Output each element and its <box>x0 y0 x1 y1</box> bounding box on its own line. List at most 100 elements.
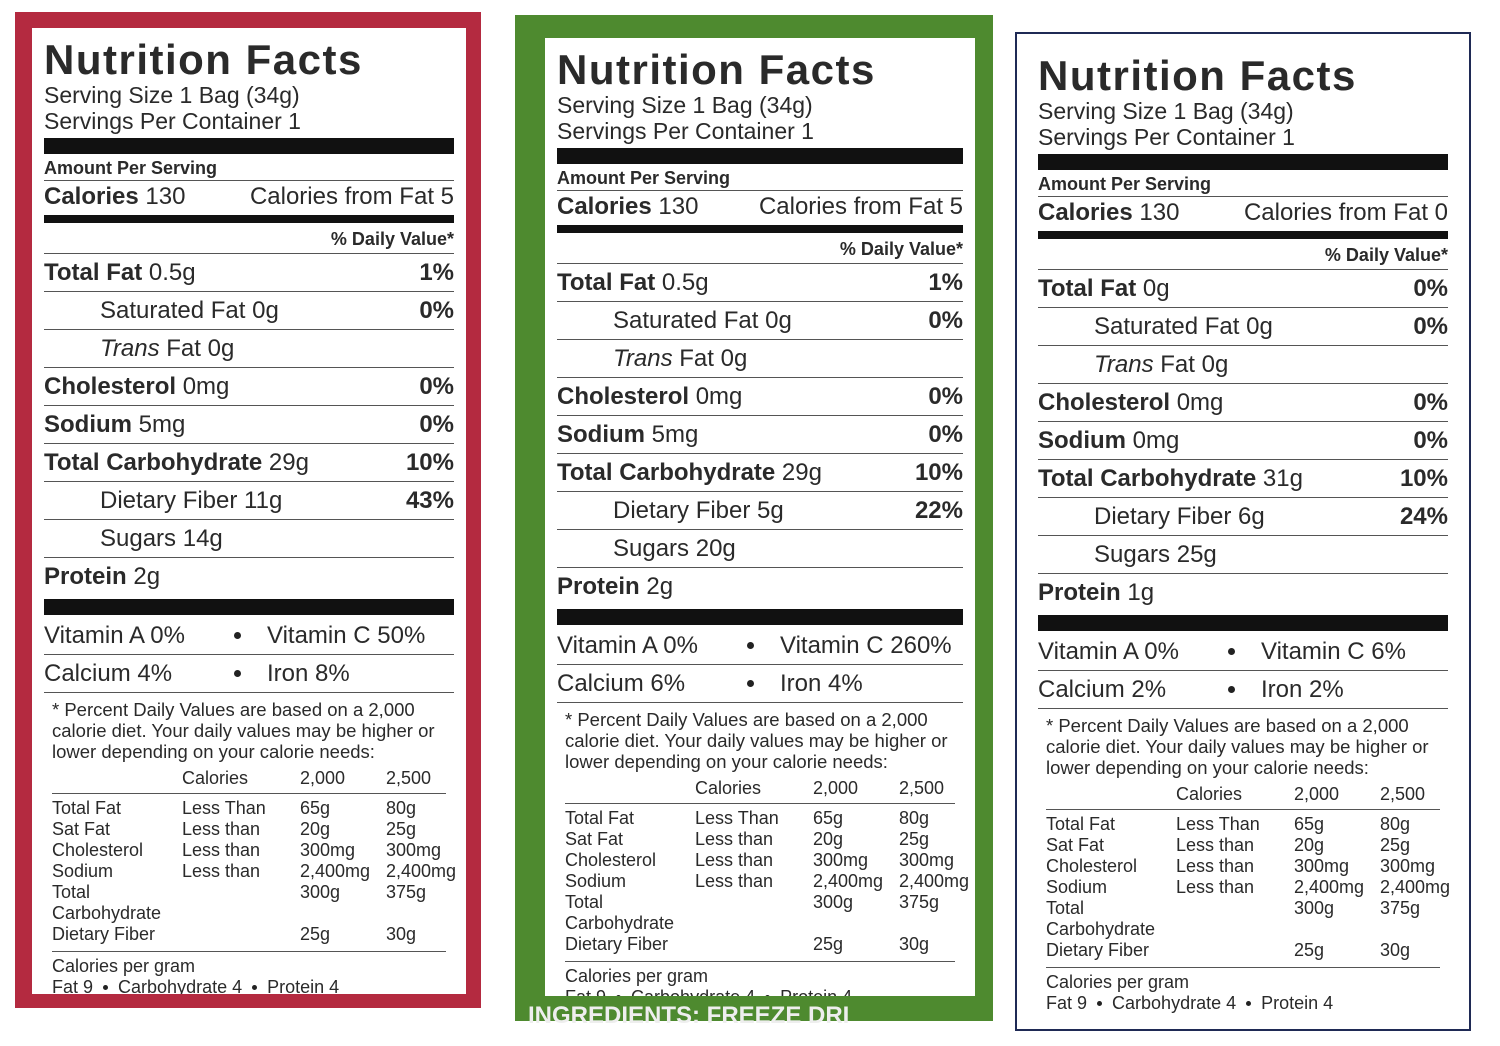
serving-size: Serving Size 1 Bag (34g) <box>1038 98 1294 124</box>
nutrient-amount: 31g <box>1262 465 1303 492</box>
calories-label: Calories <box>1038 199 1133 226</box>
daily-value: 0% <box>928 307 963 334</box>
nutrient: Sodium 5mg <box>557 416 698 453</box>
cell: 80g <box>1380 814 1411 834</box>
rule <box>557 148 963 164</box>
nutrient: Total Carbohydrate 29g <box>557 454 822 491</box>
table-header: Calories 2,000 2,500 <box>52 768 446 794</box>
cell: Total Carbohydrate <box>52 882 162 923</box>
cell: 65g <box>813 808 844 828</box>
bullet <box>616 995 622 996</box>
nutrient: Sugars 14g <box>100 520 223 557</box>
nutrient-amount: 0mg <box>1132 427 1180 454</box>
nutrient-row: Total Fat 0.5g 1% <box>44 253 454 291</box>
daily-value: 10% <box>405 449 454 476</box>
cell: Less than <box>695 829 774 849</box>
nutrient-amount: 20g <box>695 535 736 562</box>
cell: Cholesterol <box>52 840 144 860</box>
rule <box>44 215 454 223</box>
nutrient-name: Saturated Fat <box>613 307 759 334</box>
cell: Less than <box>182 861 261 881</box>
nutrient-amount: 0mg <box>1176 389 1224 416</box>
header-cell: Calories <box>182 768 249 788</box>
cell: Less than <box>182 840 261 860</box>
nutrient-row: Trans Fat 0g <box>557 339 963 377</box>
daily-value: 22% <box>914 497 963 524</box>
nutrient-name: Total Fat <box>557 269 656 296</box>
nutrient: Saturated Fat 0g <box>1094 308 1273 345</box>
header-cell: 2,500 <box>386 768 432 788</box>
nutrient: Saturated Fat 0g <box>613 302 792 339</box>
nutrient-name: Total Carbohydrate <box>557 459 776 486</box>
calories: Calories 130 <box>1038 197 1179 229</box>
macro: Carbohydrate 4 <box>118 977 243 994</box>
nutrient-row: Trans Fat 0g <box>1038 345 1448 383</box>
daily-value-header: % Daily Value* <box>839 239 963 259</box>
daily-value: 0% <box>1413 427 1448 454</box>
calories-value: 130 <box>658 193 699 220</box>
cell: 30g <box>1380 940 1411 960</box>
cell: 300mg <box>386 840 442 860</box>
daily-value: 0% <box>1413 275 1448 302</box>
cell <box>1176 898 1294 940</box>
nutrient-name: Sodium <box>1038 427 1126 454</box>
bullet <box>1228 648 1235 655</box>
nutrient-name: Protein <box>557 573 640 600</box>
cell: Dietary Fiber <box>52 924 156 944</box>
cell: Total Fat <box>1046 814 1116 834</box>
nutrient-amount: 2g <box>133 563 161 590</box>
cell: 375g <box>899 892 940 912</box>
cell: 20g <box>813 829 844 849</box>
macro: Carbohydrate 4 <box>1112 993 1237 1013</box>
daily-value-table: Calories 2,000 2,500 Total Fat Less Than 65g 8… <box>1038 778 1450 1014</box>
cell: Less than <box>1176 856 1255 876</box>
serving-size: Serving Size 1 Bag (34g) <box>44 82 300 108</box>
daily-value: 1% <box>928 269 963 296</box>
bullet <box>747 642 754 649</box>
nutrient-row: Saturated Fat 0g 0% <box>44 291 454 329</box>
nutrient-amount: 0g <box>1142 275 1170 302</box>
cell: 2,400mg <box>899 871 970 891</box>
label-title: Nutrition Facts <box>1038 52 1357 99</box>
nutrient-row: Dietary Fiber 5g 22% <box>557 491 963 529</box>
nutrient-row: Total Carbohydrate 29g 10% <box>44 443 454 481</box>
cell: 2,400mg <box>1294 877 1365 897</box>
cell: 25g <box>1294 940 1325 960</box>
nutrient-name: Cholesterol <box>557 383 690 410</box>
nutrient-amount: 6g <box>1238 503 1265 530</box>
nutrient: Sodium 0mg <box>1038 422 1179 459</box>
cell <box>52 768 182 789</box>
table-body: Total Fat Less Than 65g 80g Sat Fat Less than… <box>1046 814 1450 961</box>
macro: Protein 4 <box>1261 993 1334 1013</box>
nutrient-amount: 0g <box>1246 313 1273 340</box>
vitamin: Iron 8% <box>267 660 350 687</box>
vitamin-row: Calcium 4% Iron 8% <box>44 655 454 693</box>
nutrient: Dietary Fiber 11g <box>100 482 282 519</box>
vitamin: Iron 2% <box>1261 676 1344 703</box>
cell: 25g <box>386 819 417 839</box>
nutrient: Sugars 25g <box>1094 536 1217 573</box>
cell <box>695 934 813 955</box>
bullet <box>252 985 258 990</box>
nutrient-amount: 14g <box>182 525 223 552</box>
amount-per-serving: Amount Per Serving <box>557 166 963 191</box>
daily-value: 0% <box>928 421 963 448</box>
cell: Sodium <box>565 871 627 891</box>
cell: 300mg <box>300 840 356 860</box>
nutrient-row: Total Carbohydrate 31g 10% <box>1038 459 1448 497</box>
daily-value: 43% <box>405 487 454 514</box>
cell: Less than <box>182 819 261 839</box>
cell: Total Fat <box>52 798 122 818</box>
rule <box>1038 154 1448 170</box>
bullet <box>747 680 754 687</box>
calories-label: Calories <box>557 193 652 220</box>
cell <box>1046 784 1176 805</box>
nutrient: Dietary Fiber 5g <box>613 492 784 529</box>
calories-per-gram-label: Calories per gram <box>565 966 709 986</box>
nutrient: Trans Fat 0g <box>613 340 747 377</box>
nutrient-name: Protein <box>44 563 127 590</box>
nutrient-name: Sugars <box>1094 541 1171 568</box>
nutrient-name: Trans <box>100 335 160 362</box>
header-cell: 2,000 <box>300 768 346 788</box>
